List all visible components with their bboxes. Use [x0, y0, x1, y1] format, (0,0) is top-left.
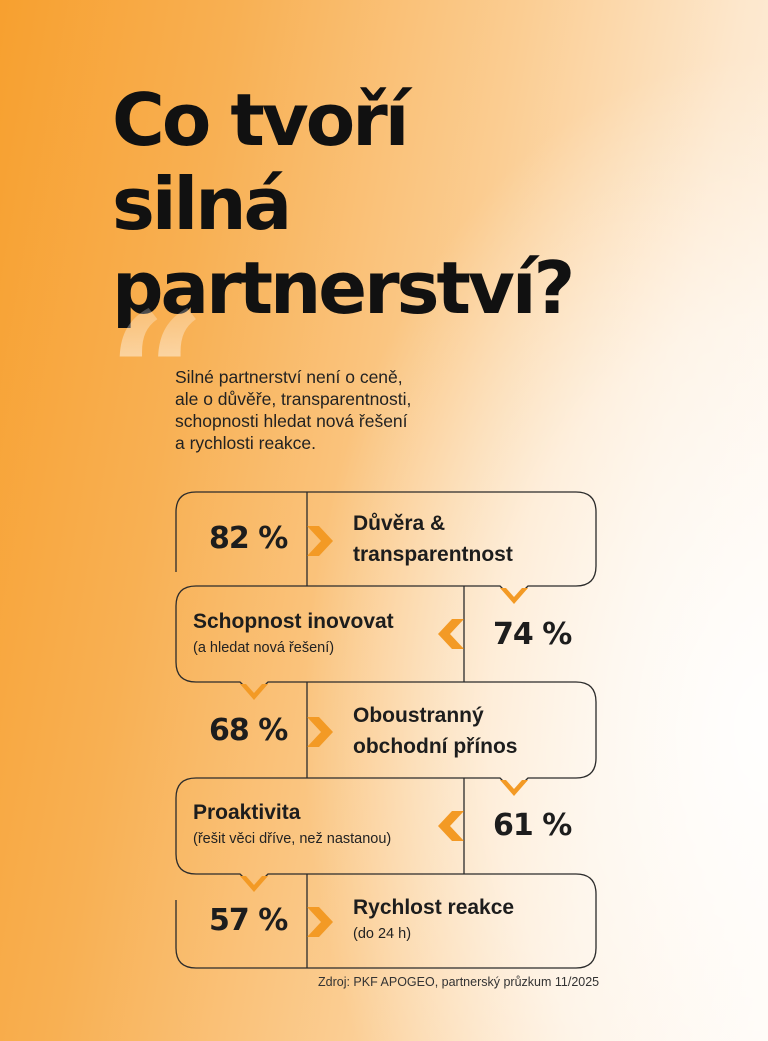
item-label: Schopnost inovovat (a hledat nová řešení…	[193, 606, 394, 658]
percent-value: 68 %	[209, 713, 288, 748]
source-note: Zdroj: PKF APOGEO, partnerský průzkum 11…	[318, 975, 600, 989]
item-label: Proaktivita (řešit věci dříve, než nasta…	[193, 797, 391, 849]
row-5-outline	[175, 873, 597, 969]
item-sublabel: (řešit věci dříve, než nastanou)	[193, 831, 392, 847]
row-3-outline	[304, 681, 597, 793]
chevron-down-icon	[240, 876, 268, 892]
item-sublabel: (a hledat nová řešení)	[193, 640, 335, 656]
title-line: partnerství?	[112, 246, 575, 330]
item-label: Oboustranný obchodní přínos	[353, 700, 517, 762]
title-line: silná	[112, 162, 292, 246]
item-label-line: Schopnost inovovat	[193, 610, 394, 633]
page-title: Co tvoří silná partnerství?	[112, 78, 575, 330]
quote-line: ale o důvěře, transparentnosti,	[175, 389, 412, 409]
chevron-left-icon	[438, 811, 464, 841]
item-label-line: Důvěra &	[353, 512, 446, 535]
chevron-down-icon	[500, 588, 528, 604]
chevron-right-icon	[307, 526, 333, 556]
percent-value: 82 %	[209, 521, 288, 556]
row-2-outline	[175, 585, 464, 697]
item-sublabel: (do 24 h)	[353, 926, 412, 942]
item-label-line: transparentnost	[353, 543, 513, 566]
item-label-line: Rychlost reakce	[353, 896, 515, 919]
item-label-line: Oboustranný	[353, 704, 484, 727]
quote-line: schopnosti hledat nová řešení	[175, 411, 408, 431]
quote-mark-icon: “	[108, 275, 206, 475]
chevron-down-icon	[240, 684, 268, 700]
item-label: Rychlost reakce (do 24 h)	[353, 892, 514, 944]
percent-value: 74 %	[493, 617, 572, 652]
chevron-right-icon	[307, 717, 333, 747]
percent-value: 61 %	[493, 808, 572, 843]
title-line: Co tvoří	[112, 78, 409, 162]
percent-value: 57 %	[209, 903, 288, 938]
quote-text: Silné partnerství není o ceně, ale o dův…	[175, 366, 505, 454]
quote-line: Silné partnerství není o ceně,	[175, 367, 403, 387]
item-label: Důvěra & transparentnost	[353, 508, 513, 570]
item-label-line: obchodní přínos	[353, 735, 518, 758]
row-1-outline	[175, 491, 597, 601]
item-label-line: Proaktivita	[193, 801, 301, 824]
row-4-outline	[175, 777, 464, 889]
chevron-right-icon	[307, 907, 333, 937]
quote-line: a rychlosti reakce.	[175, 433, 317, 453]
chevron-left-icon	[438, 619, 464, 649]
chevron-down-icon	[500, 780, 528, 796]
